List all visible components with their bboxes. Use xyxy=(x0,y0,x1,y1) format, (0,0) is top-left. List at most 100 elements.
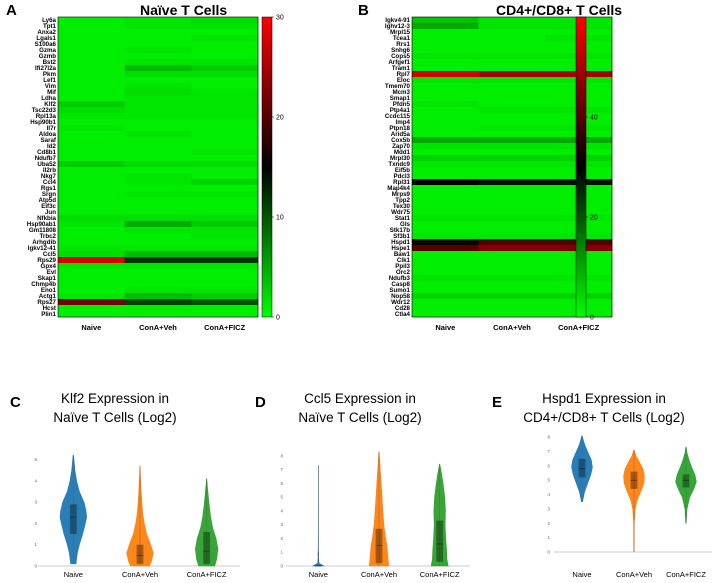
heatmap-row: Actg1 xyxy=(39,293,259,300)
heatmap-cell xyxy=(191,209,259,216)
heatmap-cell xyxy=(191,35,259,42)
gene-label: Ccl4 xyxy=(43,179,57,186)
gene-label: Igkv12-41 xyxy=(28,245,57,252)
violin-cona-veh: ConA+Veh xyxy=(122,465,158,579)
x-category-label: ConA+FICZ xyxy=(187,570,227,579)
heatmap-row: Cd8b1 xyxy=(37,149,259,156)
heatmap-cell xyxy=(412,89,479,96)
heatmap-cell xyxy=(412,107,479,114)
gene-label: Rpl13a xyxy=(36,113,57,120)
gene-label: Imp4 xyxy=(396,119,411,126)
heatmap-cell xyxy=(412,197,479,204)
heatmap-cell xyxy=(124,83,192,90)
heatmap-cell xyxy=(124,167,192,174)
heatmap-cell xyxy=(191,281,259,288)
colorbar-tick-label: 20 xyxy=(590,215,598,222)
violin-cona-veh: ConA+Veh xyxy=(361,451,397,579)
heatmap-cell xyxy=(58,47,125,54)
colorbar-tick-label: 0 xyxy=(590,315,594,322)
heatmap-cell xyxy=(412,311,479,318)
heatmap-cell xyxy=(412,191,479,198)
heatmap-cell xyxy=(191,125,259,132)
heatmap-row: Srgn xyxy=(42,191,259,198)
gene-label: Lef1 xyxy=(43,77,56,84)
heatmap-cell xyxy=(124,287,192,294)
heatmap-cell xyxy=(58,143,125,150)
heatmap-cell xyxy=(412,299,479,306)
gene-label: Rps29 xyxy=(37,257,56,264)
heatmap-cell xyxy=(478,293,546,300)
y-tick-label: 3 xyxy=(547,506,550,511)
y-tick-label: 4 xyxy=(280,508,283,513)
heatmap-cell xyxy=(191,53,259,60)
violin-cona-ficz: ConA+FICZ xyxy=(666,446,706,579)
gene-label: Ccl5 xyxy=(43,251,57,258)
heatmap-cell xyxy=(191,251,259,258)
heatmap-cell xyxy=(478,311,546,318)
gene-label: Txndc9 xyxy=(388,161,410,168)
heatmap-cell xyxy=(478,59,546,66)
heatmap-cell xyxy=(478,233,546,240)
heatmap-row: Gzmb xyxy=(39,53,259,60)
x-category-label: ConA+Veh xyxy=(616,570,652,579)
heatmap-cell xyxy=(58,53,125,60)
heatmap-cell xyxy=(478,17,546,24)
gene-label: Ly6a xyxy=(42,17,56,24)
heatmap-cell xyxy=(124,263,192,270)
heatmap-row: Bst2 xyxy=(43,59,259,66)
y-tick-label: 7 xyxy=(280,467,283,472)
violin-iqr-box xyxy=(136,544,144,564)
violin-title-line-1: Klf2 Expression in xyxy=(61,391,169,406)
gene-label: Uba52 xyxy=(37,161,56,168)
panel-letter: B xyxy=(358,2,369,19)
heatmap-row: Pkm xyxy=(43,71,259,78)
heatmap-cell xyxy=(478,83,546,90)
gene-label: Ptpn18 xyxy=(389,125,410,132)
heatmap-cell xyxy=(191,197,259,204)
heatmap-cell xyxy=(412,17,479,24)
heatmap-cell xyxy=(191,305,259,312)
colorbar-gradient xyxy=(261,16,273,318)
gene-label: Nfkbia xyxy=(37,215,56,222)
heatmap-cell xyxy=(412,221,479,228)
panel-letter: E xyxy=(492,394,502,411)
x-category-label: ConA+Veh xyxy=(139,323,177,332)
heatmap-cell xyxy=(412,185,479,192)
heatmap-cell xyxy=(412,305,479,312)
gene-label: Pdcl3 xyxy=(393,173,410,180)
heatmap-cell xyxy=(191,257,259,264)
heatmap-cell xyxy=(58,77,125,84)
heatmap-row: Ly6a xyxy=(42,17,259,24)
heatmap-row: Eif3c xyxy=(41,203,259,210)
gene-label: Map4k4 xyxy=(387,185,410,192)
heatmap-cell xyxy=(58,287,125,294)
heatmap-cell xyxy=(124,59,192,66)
gene-label: Mrpl30 xyxy=(390,155,411,162)
gene-label: Mcm3 xyxy=(392,89,410,96)
gene-label: Snhg6 xyxy=(391,47,410,54)
heatmap-cell xyxy=(412,257,479,264)
gene-label: Orc2 xyxy=(396,269,411,276)
panel-letter: A xyxy=(6,2,17,19)
heatmap-cell xyxy=(58,155,125,162)
heatmap-cell xyxy=(478,269,546,276)
gene-label: Tpp2 xyxy=(395,197,410,204)
gene-label: S100a6 xyxy=(35,41,57,48)
heatmap-cell xyxy=(58,197,125,204)
violin-cona-ficz: ConA+FICZ xyxy=(420,463,460,579)
gene-label: Vim xyxy=(45,83,57,90)
heatmap-cell xyxy=(58,101,125,108)
gene-label: Cops5 xyxy=(391,53,410,60)
heatmap-cell xyxy=(58,35,125,42)
heatmap-cell xyxy=(478,95,546,102)
heatmap-cell xyxy=(58,179,125,186)
heatmap-cell xyxy=(478,131,546,138)
heatmap-row: Ifi27l2a xyxy=(35,65,259,72)
y-tick-label: 4 xyxy=(34,478,37,483)
heatmap-cell xyxy=(412,113,479,120)
heatmap-cell xyxy=(478,257,546,264)
heatmap-cell xyxy=(124,65,192,72)
x-category-label: Naive xyxy=(81,323,101,332)
heatmap-cell xyxy=(124,203,192,210)
